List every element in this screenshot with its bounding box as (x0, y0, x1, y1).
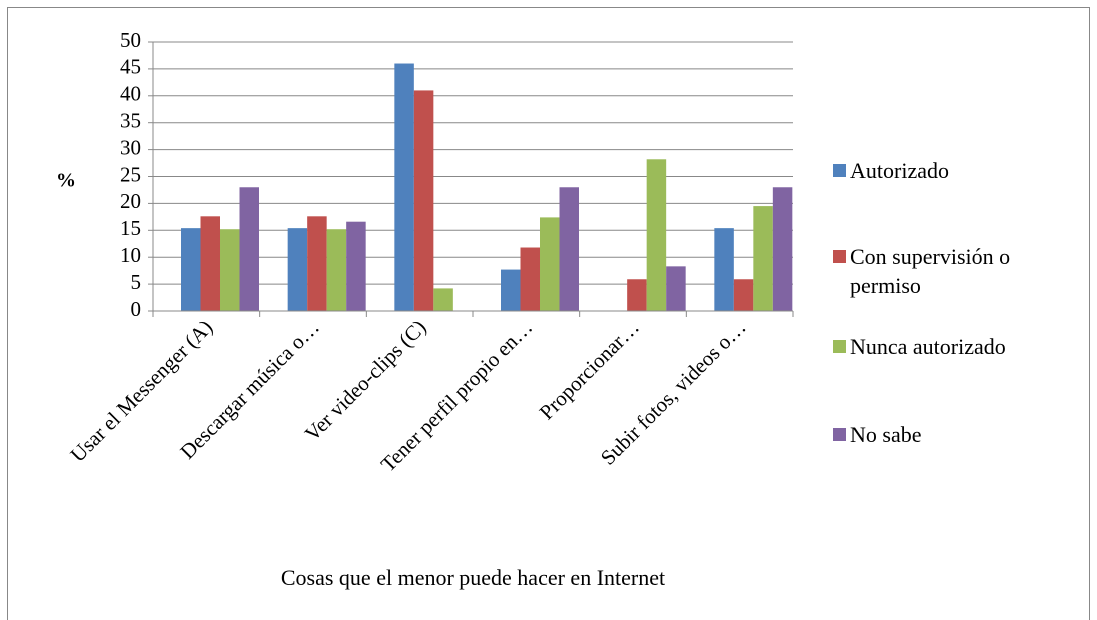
bar (714, 228, 734, 311)
bar (772, 187, 793, 311)
y-tick-label: 45 (120, 55, 141, 79)
y-tick-label: 50 (120, 28, 141, 52)
legend-entry: Nunca autorizado (833, 332, 1043, 361)
bar (540, 217, 560, 311)
bar (646, 159, 667, 311)
y-tick-label: 35 (120, 109, 141, 133)
bar (501, 269, 521, 311)
legend-entry: No sabe (833, 420, 1043, 449)
legend-swatch (833, 428, 846, 441)
bar (559, 187, 579, 311)
y-tick-label: 30 (120, 135, 141, 159)
bar (394, 63, 414, 311)
bar (346, 221, 366, 311)
legend-label: Con supervisión o permiso (850, 244, 1011, 298)
y-tick-label: 25 (120, 162, 141, 186)
y-tick-label: 0 (131, 297, 142, 321)
legend-swatch (833, 340, 846, 353)
legend-label: No sabe (850, 422, 922, 447)
bar (239, 187, 259, 311)
bar (326, 229, 347, 311)
y-axis-label: % (56, 170, 76, 192)
bar (666, 266, 686, 311)
chart-border (7, 7, 1090, 620)
legend-entry: Con supervisión o permiso (833, 242, 1043, 300)
y-tick-label: 20 (120, 189, 141, 213)
bar (753, 206, 773, 311)
bar (220, 229, 240, 311)
legend-label: Nunca autorizado (850, 334, 1006, 359)
bar (413, 90, 434, 311)
legend-swatch (833, 250, 846, 263)
x-axis-label: Cosas que el menor puede hacer en Intern… (281, 565, 665, 590)
legend-swatch (833, 164, 846, 177)
bar (307, 216, 327, 311)
bar (733, 279, 754, 311)
y-tick-label: 5 (131, 270, 142, 294)
y-tick-label: 40 (120, 82, 141, 106)
bar (627, 279, 647, 311)
y-tick-label: 15 (120, 216, 141, 240)
legend-entry: Autorizado (833, 156, 1043, 185)
bar (520, 247, 540, 311)
x-tick-label: Proporcionar… (535, 315, 644, 424)
bar (181, 228, 201, 311)
bar (433, 288, 453, 311)
y-tick-label: 10 (120, 243, 141, 267)
legend-label: Autorizado (850, 158, 949, 183)
bar (200, 216, 220, 311)
bar (287, 228, 308, 311)
